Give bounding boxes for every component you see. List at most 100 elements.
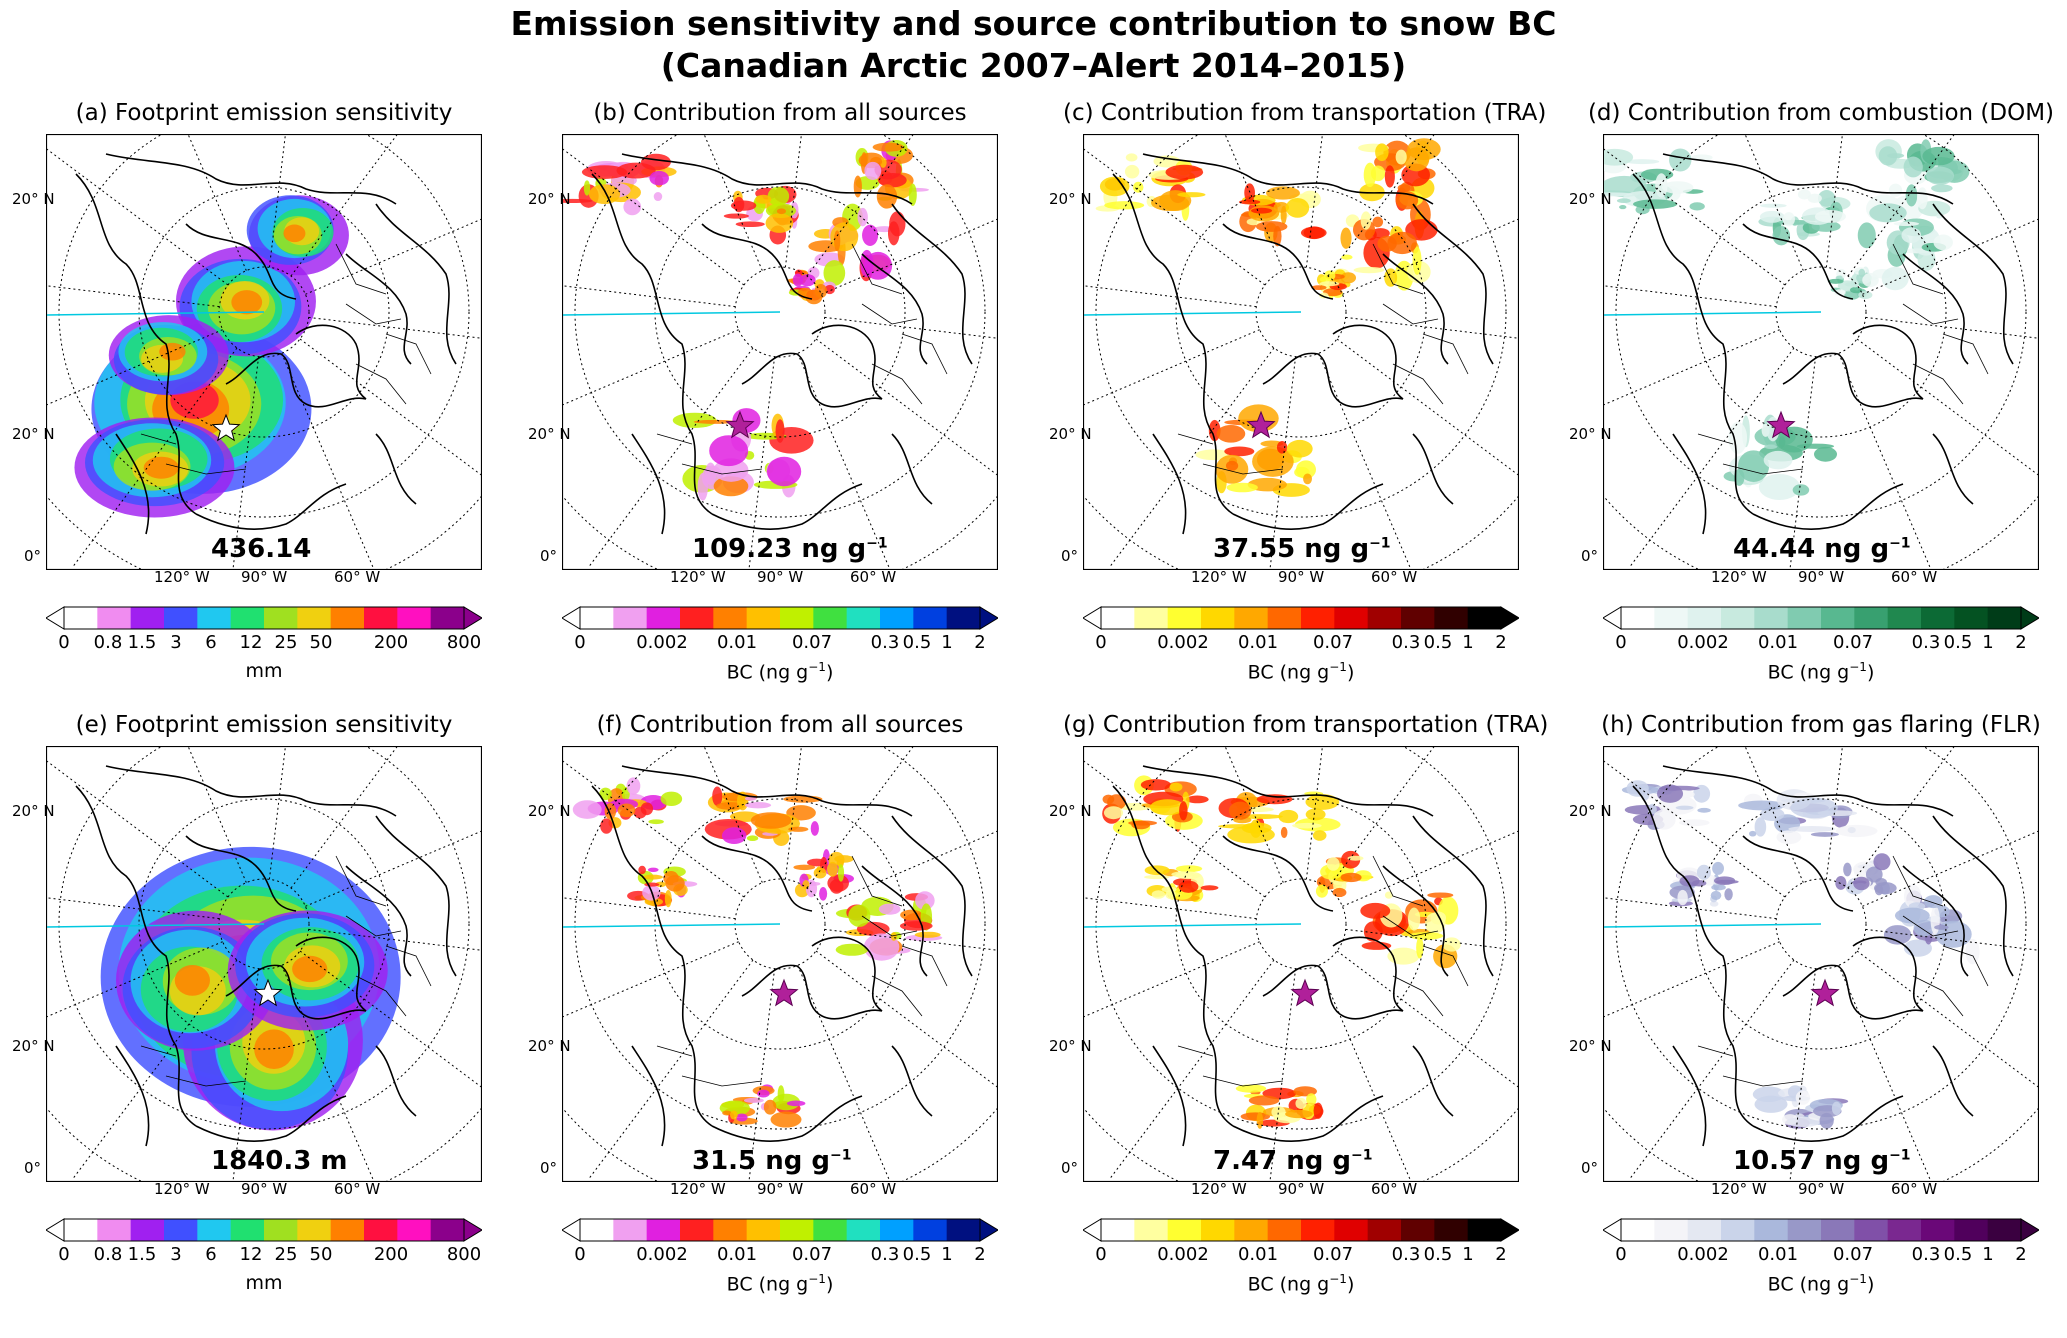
latitude-label: 20° N — [1049, 1037, 1092, 1055]
colorbar-unit-close: ) — [825, 661, 834, 684]
colorbar-tick: 1 — [1982, 632, 1994, 653]
colorbar-tick: 0.3 — [1391, 632, 1421, 653]
colorbar-tick: 2 — [1495, 632, 1507, 653]
longitude-label: 120° W — [154, 1180, 210, 1198]
colorbar-tick: 12 — [239, 1244, 263, 1265]
latitude-label: 0° — [540, 1159, 558, 1177]
colorbar-tick: 0.002 — [636, 1244, 688, 1265]
panel-title: (g) Contribution from transportation (TR… — [1063, 712, 1549, 738]
longitude-label: 90° W — [1798, 568, 1845, 586]
colorbar-unit: mm — [46, 660, 482, 682]
colorbar-unit-exponent: −1 — [1329, 660, 1347, 674]
alert-site-marker — [253, 978, 283, 1007]
colorbar-tick: 1 — [941, 1244, 953, 1265]
colorbar-tick: 0 — [574, 1244, 586, 1265]
colorbar-unit-close: ) — [825, 1273, 834, 1296]
colorbar-tick: 0.3 — [1391, 1244, 1421, 1265]
colorbar-tick: 50 — [309, 1244, 333, 1265]
total-value-exponent: −1 — [830, 1147, 852, 1164]
longitude-label: 90° W — [241, 568, 288, 586]
colorbar: 0 0.002 0.01 0.07 0.3 0.5 1 2 BC (ng g−1) — [1603, 606, 2039, 726]
colorbar-tick: 0.3 — [870, 1244, 900, 1265]
longitude-label: 60° W — [1891, 568, 1938, 586]
latitude-label: 0° — [24, 1159, 42, 1177]
colorbar-unit: BC (ng g−1) — [562, 660, 998, 683]
latitude-label: 0° — [540, 547, 558, 565]
colorbar-tick: 0.002 — [636, 632, 688, 653]
colorbar: 0 0.8 1.5 3 6 12 25 50 200 800 mm — [46, 606, 482, 726]
total-value-label: 44.44 ng g−1 — [1733, 534, 1911, 564]
total-value-exponent: −1 — [1889, 535, 1911, 552]
colorbar-tick: 1.5 — [127, 1244, 157, 1265]
total-value-label: 10.57 ng g−1 — [1733, 1146, 1911, 1176]
colorbar-tick: 0.01 — [1237, 1244, 1279, 1265]
colorbar-tick: 0.8 — [93, 1244, 123, 1265]
colorbar-unit-text: BC (ng g — [726, 1273, 809, 1296]
colorbar-unit-text: BC (ng g — [1767, 661, 1850, 684]
colorbar: 0 0.8 1.5 3 6 12 25 50 200 800 mm — [46, 1218, 482, 1338]
colorbar-unit-exponent: −1 — [808, 1272, 826, 1286]
colorbar-tick: 0.5 — [902, 1244, 932, 1265]
colorbar-unit-exponent: −1 — [1849, 1272, 1867, 1286]
latitude-label: 0° — [1061, 1159, 1079, 1177]
colorbar-tick: 0.01 — [1237, 632, 1279, 653]
colorbar-tick: 0.3 — [1911, 632, 1941, 653]
latitude-label: 20° N — [528, 802, 571, 820]
map-panel: (e) Footprint emission sensitivity 20° N 2… — [12, 712, 482, 1198]
colorbar-unit-text: BC (ng g — [1767, 1273, 1850, 1296]
colorbar-tick: 0.002 — [1677, 632, 1729, 653]
total-value-text: 109.23 ng g — [692, 534, 867, 564]
total-value-text: 37.55 ng g — [1213, 534, 1370, 564]
colorbar-tick: 0.07 — [1832, 1244, 1874, 1265]
longitude-label: 60° W — [1891, 1180, 1938, 1198]
total-value-label: 31.5 ng g−1 — [692, 1146, 851, 1176]
longitude-label: 60° W — [1371, 1180, 1418, 1198]
alert-site-marker — [1810, 978, 1840, 1007]
map-panel: (a) Footprint emission sensitivity 20° N 2… — [12, 100, 482, 586]
latitude-label: 20° N — [1049, 802, 1092, 820]
colorbar-tick: 2 — [974, 632, 986, 653]
longitude-label: 120° W — [1711, 1180, 1767, 1198]
colorbar-tick: 0.07 — [1312, 1244, 1354, 1265]
colorbar-unit-text: BC (ng g — [726, 661, 809, 684]
longitude-label: 60° W — [850, 1180, 897, 1198]
latitude-label: 20° N — [12, 190, 55, 208]
colorbar-tick: 1 — [1982, 1244, 1994, 1265]
colorbar-tick: 0.3 — [1911, 1244, 1941, 1265]
colorbar-tick: 200 — [373, 1244, 409, 1265]
longitude-label: 90° W — [1798, 1180, 1845, 1198]
colorbar: 0 0.002 0.01 0.07 0.3 0.5 1 2 BC (ng g−1) — [1083, 606, 1519, 726]
colorbar-unit: BC (ng g−1) — [1083, 660, 1519, 683]
total-value-text: 10.57 ng g — [1733, 1146, 1890, 1176]
colorbar-tick: 0 — [1095, 632, 1107, 653]
colorbar-tick: 0.5 — [902, 632, 932, 653]
colorbar-unit-close: ) — [1866, 1273, 1875, 1296]
total-value-label: 436.14 — [211, 534, 311, 564]
colorbar-tick: 0.002 — [1677, 1244, 1729, 1265]
colorbar-unit: BC (ng g−1) — [1083, 1272, 1519, 1295]
total-value-text: 436.14 — [211, 534, 312, 564]
latitude-label: 20° N — [1049, 425, 1092, 443]
colorbar: 0 0.002 0.01 0.07 0.3 0.5 1 2 BC (ng g−1) — [562, 606, 998, 726]
colorbar-tick: 0 — [58, 632, 70, 653]
colorbar: 0 0.002 0.01 0.07 0.3 0.5 1 2 BC (ng g−1) — [1083, 1218, 1519, 1338]
colorbar-unit-close: ) — [1866, 661, 1875, 684]
alert-site-marker — [1766, 410, 1796, 439]
colorbar-tick: 6 — [205, 632, 217, 653]
longitude-label: 60° W — [1371, 568, 1418, 586]
colorbar-tick: 0.07 — [1312, 632, 1354, 653]
longitude-label: 120° W — [154, 568, 210, 586]
total-value-label: 109.23 ng g−1 — [692, 534, 888, 564]
colorbar-tick: 2 — [1495, 1244, 1507, 1265]
colorbar: 0 0.002 0.01 0.07 0.3 0.5 1 2 BC (ng g−1) — [562, 1218, 998, 1338]
panel-title: (h) Contribution from gas flaring (FLR) — [1601, 712, 2041, 738]
polar-map — [46, 746, 482, 1182]
map-panel: (f) Contribution from all sources 20° N 20… — [528, 712, 998, 1198]
alert-site-marker — [1246, 410, 1276, 439]
colorbar-tick: 0 — [58, 1244, 70, 1265]
longitude-label: 120° W — [670, 568, 726, 586]
longitude-label: 90° W — [1278, 568, 1325, 586]
latitude-label: 0° — [1581, 1159, 1599, 1177]
colorbar-tick: 0.01 — [1757, 632, 1799, 653]
total-value-label: 7.47 ng g−1 — [1213, 1146, 1372, 1176]
